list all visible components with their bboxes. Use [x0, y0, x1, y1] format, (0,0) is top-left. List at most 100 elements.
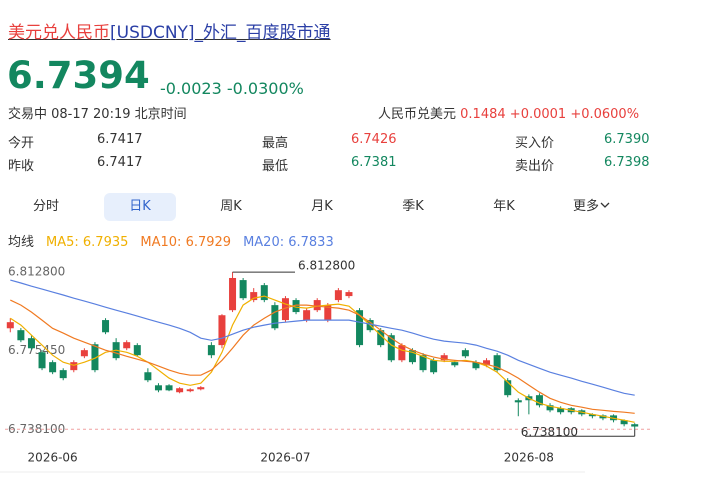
legend-item: MA10: 6.7929	[140, 235, 232, 250]
reverse-price: 0.1484	[460, 107, 506, 122]
reverse-change-pct: +0.0600%	[570, 107, 640, 122]
candle-body	[186, 389, 194, 392]
candlestick-chart: 6.812800 6.775450 6.738100 2026-06 2026-07 20…	[0, 259, 650, 473]
tab-more[interactable]: 更多	[556, 193, 628, 221]
stat-value: 6.7398	[604, 155, 650, 170]
y-tick-label: 6.738100	[8, 422, 65, 436]
y-tick-label: 6.812800	[8, 265, 65, 279]
candle-body	[218, 315, 226, 346]
candle-body	[451, 362, 459, 366]
stat-value: 6.7426	[351, 132, 397, 147]
ma-legend: 均线 MA5: 6.7935 MA10: 6.7929 MA20: 6.7833	[8, 231, 334, 250]
tab-label: 更多	[572, 199, 599, 214]
legend-title: 均线	[8, 235, 35, 250]
candle-body	[419, 355, 427, 371]
candle-body	[535, 395, 543, 406]
candle-body	[292, 300, 300, 313]
candle-body	[49, 362, 57, 373]
stat-value: 6.7381	[351, 155, 397, 170]
ma-line	[10, 299, 635, 414]
price: 6.7394	[7, 54, 150, 97]
candle-body	[377, 330, 385, 346]
candle-body	[313, 300, 321, 311]
chevron-icon	[600, 202, 610, 208]
candle-body	[345, 292, 353, 297]
reverse-label: 人民币兑美元	[378, 107, 457, 122]
reverse-quote: 人民币兑美元 0.1484 +0.0001 +0.0600%	[378, 103, 639, 122]
candle-body	[620, 420, 628, 425]
annotation-label: 6.812800	[298, 259, 355, 273]
candle-body	[17, 330, 25, 341]
stat-label: 今开	[8, 136, 35, 151]
candle-body	[387, 335, 395, 361]
candle-body	[260, 285, 268, 301]
candle-body	[133, 345, 141, 356]
candle-body	[461, 350, 469, 357]
candle-body	[250, 292, 258, 301]
change-pct: -0.0300%	[226, 79, 304, 98]
stat-value: 6.7417	[97, 155, 143, 170]
candle-body	[38, 352, 46, 369]
candle-body	[408, 350, 416, 363]
tab[interactable]: 年K	[493, 199, 515, 214]
candle-body	[334, 290, 342, 301]
candle-body	[546, 405, 554, 411]
candle-body	[504, 380, 512, 396]
stat-value: 6.7417	[97, 132, 143, 147]
candle-body	[440, 355, 448, 361]
candle-body	[70, 362, 78, 371]
stat-label: 买入价	[515, 136, 555, 151]
price-change: -0.0023 -0.0300%	[160, 79, 304, 98]
legend-item: MA5: 6.7935	[46, 235, 129, 250]
candle-body	[27, 338, 35, 349]
candle-body	[197, 387, 205, 390]
title-highlight: 美元兑人民币	[8, 23, 110, 43]
candle-body	[239, 280, 247, 299]
title-rest: [USDCNY]_外汇_百度股市通	[110, 23, 331, 43]
candle-body	[102, 320, 110, 333]
candle-body	[514, 400, 522, 403]
stat-label: 最低	[262, 159, 289, 174]
candle-body	[472, 362, 480, 369]
candle-body	[557, 408, 565, 413]
stat-label: 卖出价	[515, 159, 555, 174]
candle-body	[398, 345, 406, 361]
tab[interactable]: 周K	[220, 199, 242, 214]
candle-body	[356, 310, 364, 346]
legend-item: MA20: 6.7833	[243, 235, 334, 250]
candle-body	[207, 345, 215, 356]
candle-body	[91, 344, 99, 371]
reverse-change: +0.0001	[509, 107, 567, 122]
candle-body	[144, 372, 152, 381]
x-tick-label: 2026-08	[504, 451, 554, 465]
candle-body	[176, 388, 184, 393]
x-tick-label: 2026-07	[260, 451, 310, 465]
candle-body	[123, 342, 131, 349]
ma-line	[10, 279, 635, 396]
ma-line	[9, 295, 635, 423]
candle-body	[154, 385, 162, 391]
stat-value: 6.7390	[604, 132, 650, 147]
candle-body	[430, 360, 438, 373]
trade-status: 交易中 08-17 20:19 北京时间	[8, 107, 187, 122]
candle-body	[493, 355, 501, 371]
page-title[interactable]: 美元兑人民币[USDCNY]_外汇_百度股市通	[8, 18, 331, 43]
stat-label: 昨收	[8, 159, 35, 174]
tab-selected[interactable]: 日K	[104, 193, 176, 221]
candle-body	[229, 277, 237, 311]
change: -0.0023	[160, 79, 222, 98]
tab[interactable]: 季K	[402, 199, 424, 214]
candle-body	[59, 370, 67, 379]
candle-body	[271, 305, 279, 329]
candle-body	[303, 310, 311, 321]
candle-body	[483, 360, 491, 366]
candle-body	[80, 350, 88, 357]
annotation-label: 6.738100	[521, 425, 578, 439]
x-tick-label: 2026-06	[28, 451, 78, 465]
candle-body	[631, 424, 639, 427]
candle-body	[281, 298, 289, 321]
candle-body	[588, 414, 596, 417]
tab[interactable]: 月K	[311, 199, 333, 214]
tab[interactable]: 分时	[32, 199, 59, 214]
